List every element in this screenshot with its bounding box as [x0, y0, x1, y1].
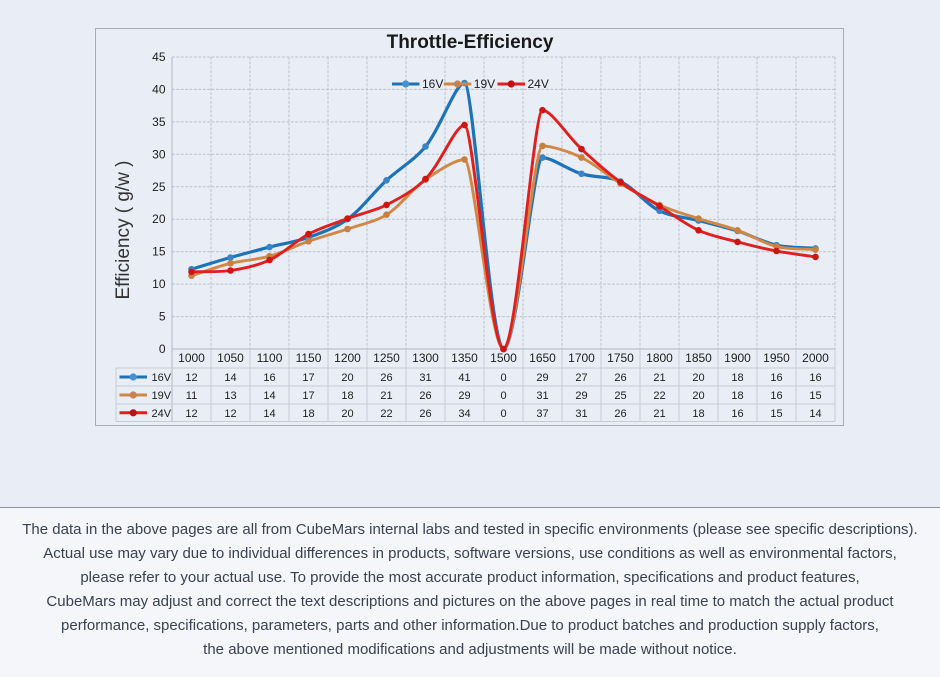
svg-text:26: 26 — [419, 408, 431, 420]
svg-text:1050: 1050 — [217, 351, 244, 365]
svg-text:1650: 1650 — [529, 351, 556, 365]
svg-text:1250: 1250 — [373, 351, 400, 365]
svg-text:1350: 1350 — [451, 351, 478, 365]
svg-text:1850: 1850 — [685, 351, 712, 365]
svg-text:12: 12 — [224, 408, 236, 420]
svg-text:14: 14 — [263, 390, 275, 402]
svg-text:22: 22 — [380, 408, 392, 420]
svg-text:19V: 19V — [474, 77, 495, 91]
svg-text:17: 17 — [302, 372, 314, 384]
svg-text:20: 20 — [341, 408, 353, 420]
svg-text:0: 0 — [500, 408, 506, 420]
svg-text:1300: 1300 — [412, 351, 439, 365]
svg-text:Throttle-Efficiency: Throttle-Efficiency — [387, 32, 554, 53]
svg-text:15: 15 — [809, 390, 821, 402]
svg-text:1200: 1200 — [334, 351, 361, 365]
svg-text:14: 14 — [263, 408, 275, 420]
svg-text:1500: 1500 — [490, 351, 517, 365]
svg-text:18: 18 — [731, 390, 743, 402]
svg-text:18: 18 — [731, 372, 743, 384]
svg-text:29: 29 — [536, 372, 548, 384]
svg-text:12: 12 — [185, 372, 197, 384]
svg-text:13: 13 — [224, 390, 236, 402]
svg-text:0: 0 — [159, 342, 166, 356]
svg-text:16: 16 — [770, 390, 782, 402]
svg-text:24V: 24V — [528, 77, 549, 91]
svg-text:11: 11 — [186, 390, 197, 402]
svg-text:26: 26 — [614, 408, 626, 420]
svg-text:26: 26 — [419, 390, 431, 402]
svg-text:45: 45 — [152, 50, 166, 64]
svg-text:2000: 2000 — [802, 351, 829, 365]
svg-text:20: 20 — [692, 390, 704, 402]
svg-text:1750: 1750 — [607, 351, 634, 365]
svg-text:18: 18 — [341, 390, 353, 402]
svg-text:1900: 1900 — [724, 351, 751, 365]
svg-text:16: 16 — [731, 408, 743, 420]
svg-text:1150: 1150 — [296, 351, 322, 365]
svg-text:16: 16 — [263, 372, 275, 384]
svg-text:0: 0 — [500, 372, 506, 384]
svg-text:Efficiency ( g/w ): Efficiency ( g/w ) — [113, 160, 134, 299]
svg-text:26: 26 — [380, 372, 392, 384]
svg-text:31: 31 — [575, 408, 587, 420]
svg-text:1700: 1700 — [568, 351, 595, 365]
svg-text:21: 21 — [653, 408, 665, 420]
svg-text:26: 26 — [614, 372, 626, 384]
svg-text:34: 34 — [458, 408, 470, 420]
svg-text:1100: 1100 — [257, 351, 283, 365]
svg-text:17: 17 — [302, 390, 314, 402]
svg-text:14: 14 — [224, 372, 236, 384]
svg-text:20: 20 — [341, 372, 353, 384]
svg-text:16: 16 — [809, 372, 821, 384]
svg-text:29: 29 — [458, 390, 470, 402]
svg-text:20: 20 — [152, 212, 166, 226]
svg-text:16V: 16V — [152, 372, 172, 384]
svg-text:31: 31 — [419, 372, 431, 384]
svg-text:15: 15 — [152, 245, 166, 259]
svg-text:1000: 1000 — [178, 351, 205, 365]
svg-text:27: 27 — [575, 372, 587, 384]
svg-text:37: 37 — [536, 408, 548, 420]
svg-text:19V: 19V — [152, 390, 172, 402]
svg-text:29: 29 — [575, 390, 587, 402]
svg-text:18: 18 — [302, 408, 314, 420]
svg-text:21: 21 — [653, 372, 665, 384]
svg-text:10: 10 — [152, 277, 166, 291]
svg-text:40: 40 — [152, 82, 166, 96]
svg-text:5: 5 — [159, 310, 166, 324]
svg-text:24V: 24V — [152, 408, 172, 420]
svg-text:35: 35 — [152, 115, 166, 129]
svg-text:16V: 16V — [422, 77, 443, 91]
svg-text:20: 20 — [692, 372, 704, 384]
svg-text:16: 16 — [770, 372, 782, 384]
svg-text:21: 21 — [380, 390, 392, 402]
svg-text:22: 22 — [653, 390, 665, 402]
svg-text:41: 41 — [458, 372, 470, 384]
svg-text:14: 14 — [809, 408, 821, 420]
svg-text:18: 18 — [692, 408, 704, 420]
svg-text:25: 25 — [614, 390, 626, 402]
svg-text:31: 31 — [536, 390, 548, 402]
svg-text:12: 12 — [185, 408, 197, 420]
svg-text:15: 15 — [770, 408, 782, 420]
svg-text:1800: 1800 — [646, 351, 673, 365]
svg-text:0: 0 — [500, 390, 506, 402]
svg-text:1950: 1950 — [763, 351, 790, 365]
svg-text:30: 30 — [152, 147, 166, 161]
svg-text:25: 25 — [152, 180, 166, 194]
